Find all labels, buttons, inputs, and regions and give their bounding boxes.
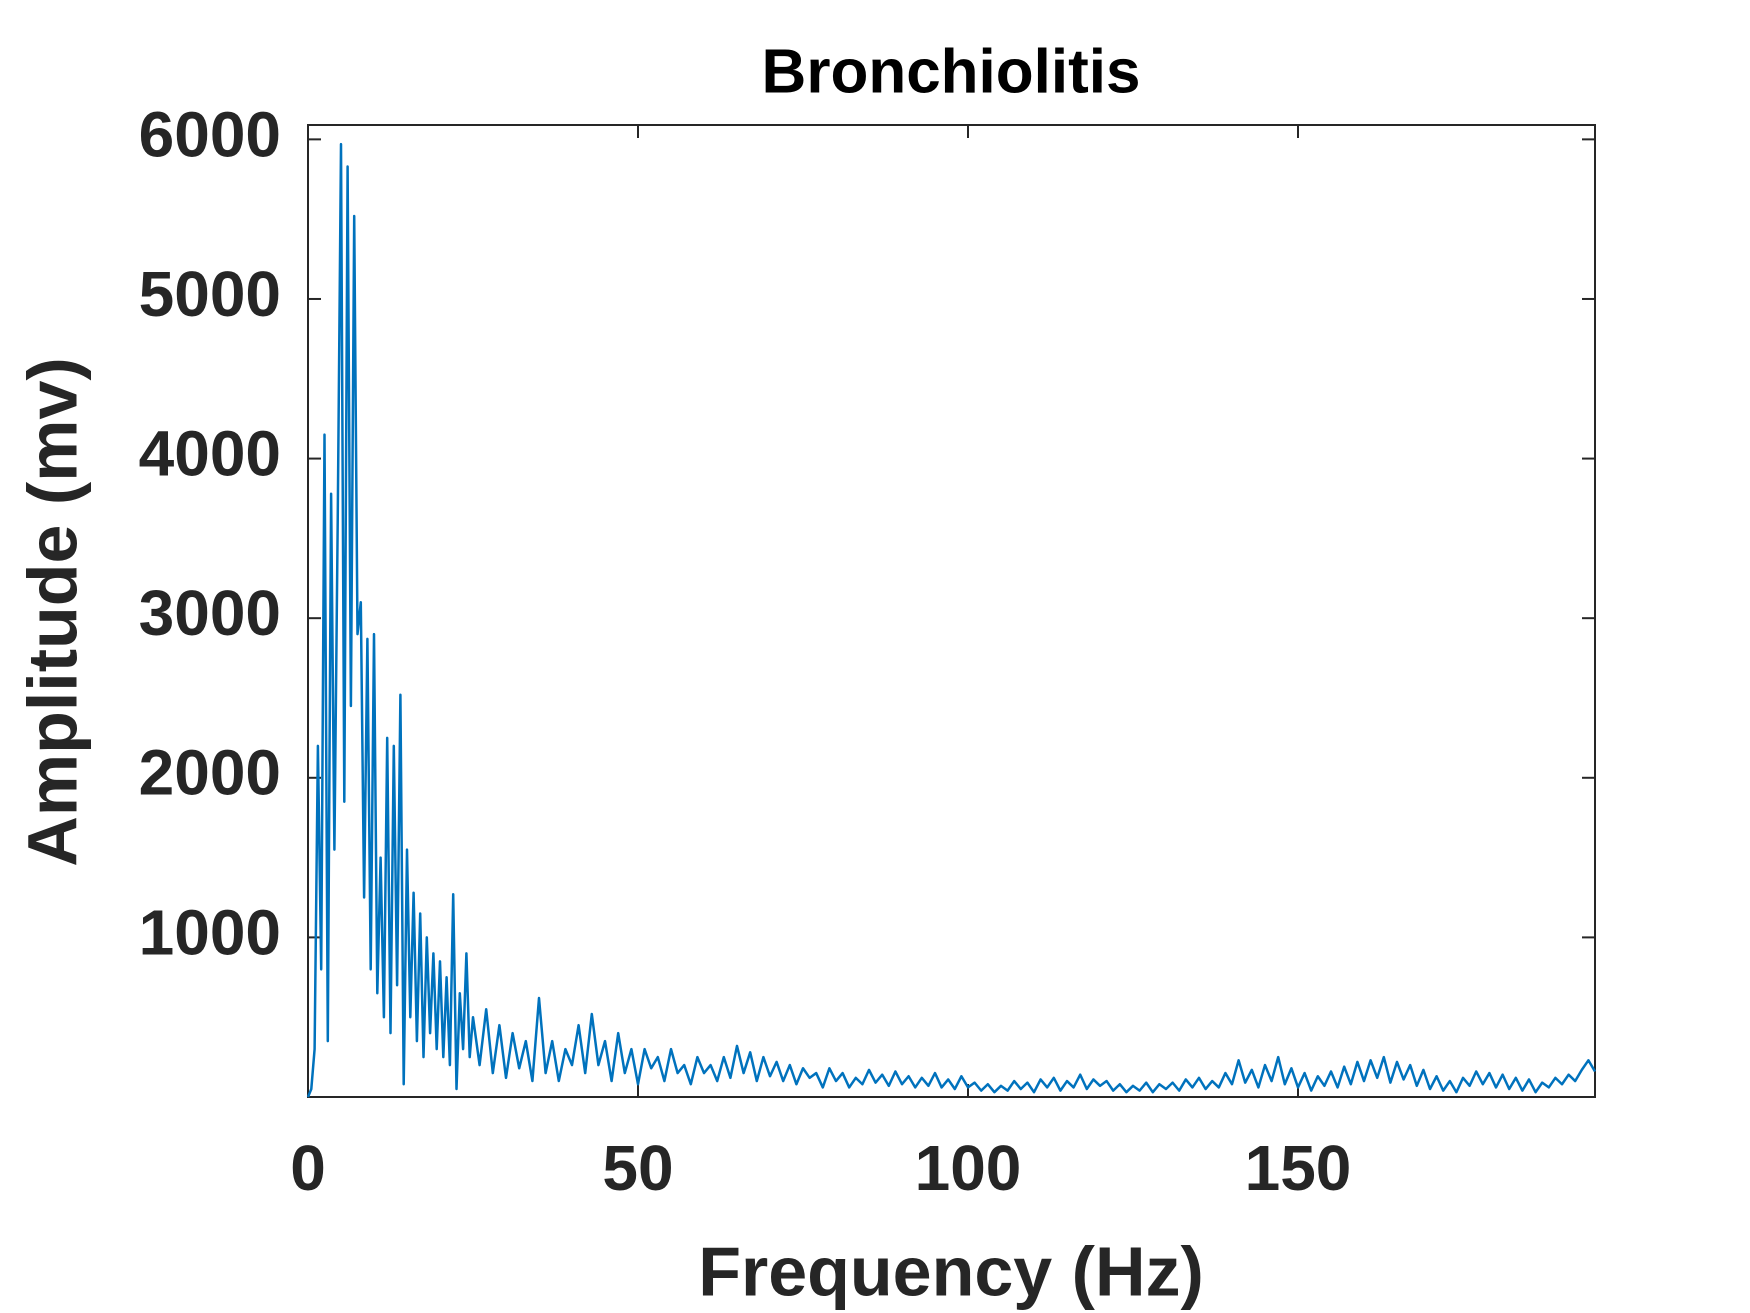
x-axis-label: Frequency (Hz)	[698, 1232, 1204, 1310]
x-tick-label: 0	[290, 1132, 326, 1204]
chart-title: Bronchiolitis	[762, 37, 1141, 106]
data-line	[306, 142, 1597, 1098]
y-axis-label: Amplitude (mv)	[13, 357, 91, 866]
x-tick-label: 150	[1245, 1132, 1352, 1204]
y-tick-label: 3000	[139, 577, 281, 649]
x-tick-label: 50	[602, 1132, 673, 1204]
y-tick-label: 4000	[139, 417, 281, 489]
x-tick-label: 100	[915, 1132, 1022, 1204]
plot-area	[307, 124, 1596, 1098]
y-tick-label: 2000	[139, 737, 281, 809]
y-tick-label: 1000	[139, 896, 281, 968]
y-tick-label: 5000	[139, 258, 281, 330]
y-tick-label: 6000	[139, 98, 281, 170]
